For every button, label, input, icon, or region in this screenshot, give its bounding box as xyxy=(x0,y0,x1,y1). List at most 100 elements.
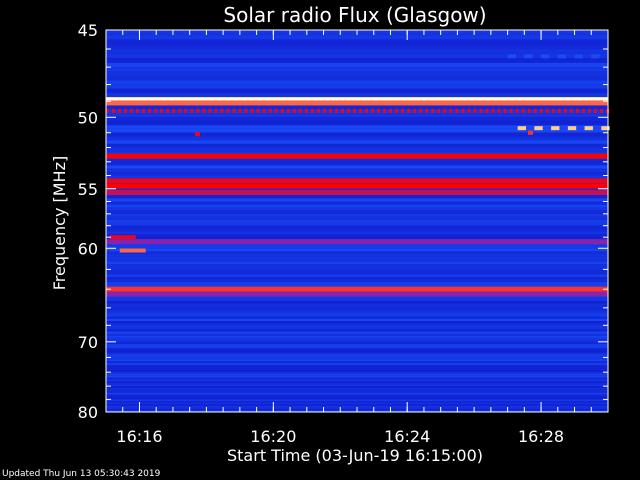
emission-dash xyxy=(196,108,200,113)
background-stripe xyxy=(106,161,608,166)
background-stripe xyxy=(106,151,608,155)
emission-dash xyxy=(587,108,591,113)
background-stripe xyxy=(106,337,608,340)
chart-title: Solar radio Flux (Glasgow) xyxy=(223,3,486,27)
background-stripe xyxy=(106,158,608,162)
emission-dash xyxy=(517,126,527,131)
emission-dash xyxy=(172,108,176,113)
emission-dash xyxy=(497,108,501,113)
emission-band xyxy=(106,100,608,106)
x-axis-label: Start Time (03-Jun-19 16:15:00) xyxy=(227,446,483,465)
background-stripe xyxy=(106,125,608,129)
background-stripe xyxy=(106,361,608,364)
emission-dash xyxy=(461,108,465,113)
background-stripe xyxy=(106,307,608,311)
emission-dash xyxy=(280,108,284,113)
emission-dash xyxy=(365,108,369,113)
background-stripe xyxy=(106,370,608,373)
background-stripe xyxy=(106,318,608,322)
background-stripe xyxy=(106,387,608,390)
background-stripe xyxy=(106,48,608,54)
background-stripe xyxy=(106,355,608,358)
background-stripe xyxy=(106,327,608,330)
emission-dash xyxy=(473,108,477,113)
background-stripe xyxy=(106,121,608,126)
background-stripe xyxy=(106,394,608,397)
background-stripe xyxy=(106,314,608,317)
x-tick-label: 16:16 xyxy=(116,427,162,446)
background-stripe xyxy=(106,213,608,217)
emission-band xyxy=(106,153,608,159)
emission-dash xyxy=(214,108,218,113)
background-stripe xyxy=(106,216,608,220)
emission-dash xyxy=(232,108,236,113)
emission-dash xyxy=(148,108,152,113)
background-stripe xyxy=(106,136,608,141)
emission-dash xyxy=(449,108,453,113)
emission-band-core xyxy=(106,98,608,101)
background-stripe xyxy=(106,93,608,98)
background-stripe xyxy=(106,228,608,232)
background-stripe xyxy=(106,339,608,342)
plot-background xyxy=(106,30,608,412)
emission-dash xyxy=(413,108,417,113)
x-tick-label: 16:20 xyxy=(250,427,296,446)
axis-ticks: 16:16 16:20 16:24 16:28 45 50 55 60 70 80 xyxy=(78,21,609,446)
emission-dash xyxy=(407,108,411,113)
emission-dash xyxy=(557,108,561,113)
emission-dash xyxy=(601,126,610,131)
emission-bands xyxy=(106,54,610,297)
background-stripe xyxy=(106,323,608,326)
background-stripe xyxy=(106,264,608,267)
emission-band xyxy=(106,178,608,184)
emission-dash xyxy=(346,108,350,113)
background-stripe xyxy=(106,364,608,367)
background-stripe xyxy=(106,351,608,354)
y-tick-label: 60 xyxy=(78,239,98,258)
background-stripe xyxy=(106,386,608,388)
emission-dash xyxy=(569,108,573,113)
y-tick-label: 70 xyxy=(78,333,98,352)
background-stripe xyxy=(106,333,608,336)
emission-dash xyxy=(581,108,585,113)
background-stripe xyxy=(106,266,608,270)
background-stripe xyxy=(106,143,608,148)
emission-dash xyxy=(352,108,356,113)
background-stripe xyxy=(106,219,608,223)
emission-dash xyxy=(551,126,560,131)
background-stripe xyxy=(106,168,608,173)
emission-dash xyxy=(425,108,429,113)
emission-dash xyxy=(124,108,128,113)
background-stripe xyxy=(106,357,608,360)
background-stripe xyxy=(106,341,608,344)
emission-spot xyxy=(109,235,136,240)
emission-dash xyxy=(208,108,212,113)
background-stripe xyxy=(106,345,608,348)
background-stripe xyxy=(106,377,608,380)
emission-dash xyxy=(154,108,158,113)
emission-dash xyxy=(599,108,603,113)
y-tick-label: 50 xyxy=(78,108,98,127)
background-stripe xyxy=(106,349,608,352)
background-stripe xyxy=(106,261,608,265)
emission-dash xyxy=(524,54,533,59)
emission-dash xyxy=(106,108,110,113)
background-stripe xyxy=(106,172,608,176)
background-stripe xyxy=(106,305,608,308)
background-stripe xyxy=(106,397,608,400)
emission-dash xyxy=(202,108,206,113)
background-stripe xyxy=(106,402,608,405)
background-stripe xyxy=(106,404,608,406)
emission-dash xyxy=(533,108,537,113)
background-stripe xyxy=(106,310,608,313)
background-stripe xyxy=(106,347,608,350)
background-stripe xyxy=(106,382,608,385)
y-tick-label: 45 xyxy=(78,21,98,40)
emission-dash xyxy=(574,54,583,59)
background-stripe xyxy=(106,204,608,208)
background-stripe xyxy=(106,62,608,68)
y-axis-label: Frequency [MHz] xyxy=(50,156,69,290)
emission-dash xyxy=(401,108,405,113)
background-stripe xyxy=(106,175,608,179)
